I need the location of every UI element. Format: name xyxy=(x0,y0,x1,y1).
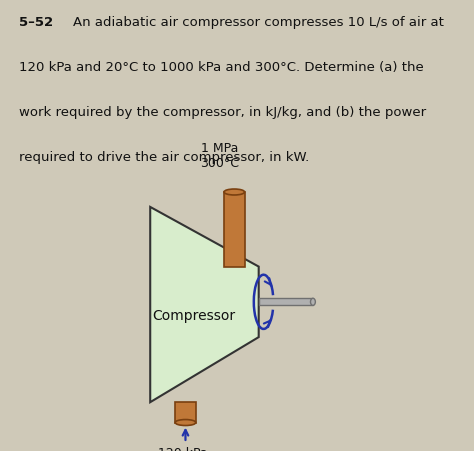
Text: 120 kPa and 20°C to 1000 kPa and 300°C. Determine (a) the: 120 kPa and 20°C to 1000 kPa and 300°C. … xyxy=(19,61,424,74)
Bar xyxy=(259,299,313,306)
Text: 120 kPa
20°C
10 L/s: 120 kPa 20°C 10 L/s xyxy=(158,446,208,451)
Bar xyxy=(175,402,196,423)
Polygon shape xyxy=(150,207,259,402)
Ellipse shape xyxy=(310,299,315,306)
Text: work required by the compressor, in kJ/kg, and (b) the power: work required by the compressor, in kJ/k… xyxy=(19,106,426,119)
Text: required to drive the air compressor, in kW.: required to drive the air compressor, in… xyxy=(19,150,309,163)
Bar xyxy=(224,193,245,267)
Text: 5–52: 5–52 xyxy=(19,16,53,29)
Text: Compressor: Compressor xyxy=(152,309,235,322)
Ellipse shape xyxy=(224,189,245,196)
Text: 1 MPa
300°C: 1 MPa 300°C xyxy=(200,142,239,170)
Text: An adiabatic air compressor compresses 10 L/s of air at: An adiabatic air compressor compresses 1… xyxy=(73,16,444,29)
Ellipse shape xyxy=(175,419,196,426)
